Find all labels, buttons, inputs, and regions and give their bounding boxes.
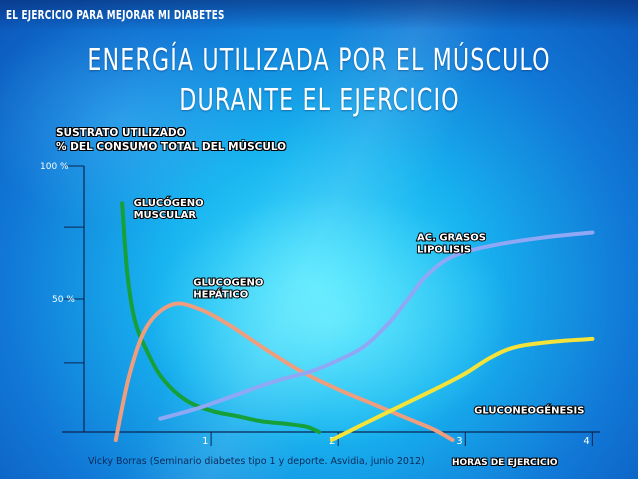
series-line-glucogeno-hepatico <box>113 301 455 442</box>
x-tick-label: 1 <box>202 436 208 447</box>
series-label-ac-grasos-lipolisis-line2: LIPOLISIS <box>417 244 471 255</box>
series-label-ac-grasos-lipolisis: AC. GRASOS <box>417 232 486 243</box>
series-label-glucogeno-muscular-line2: MUSCULAR <box>134 210 197 221</box>
series-label-glucogeno-muscular: GLUCÓGENO <box>134 196 204 209</box>
header-strip <box>0 0 638 30</box>
series-label-gluconeogenesis: GLUCONEOGÉNESIS <box>474 403 584 416</box>
chart-series <box>113 201 595 442</box>
slide-title-line1: ENERGÍA UTILIZADA POR EL MÚSCULO <box>87 43 551 78</box>
slide-title-line2: DURANTE EL EJERCICIO <box>178 83 460 118</box>
series-line-gluconeogenesis <box>329 336 595 442</box>
y-axis-label-line2: % DEL CONSUMO TOTAL DEL MÚSCULO <box>56 141 287 153</box>
slide-tag: EL EJERCICIO PARA MEJORAR MI DIABETES <box>6 8 225 22</box>
x-axis-label: HORAS DE EJERCICIO <box>452 458 558 468</box>
series-line-ac-grasos-lipolisis <box>158 230 595 421</box>
series-line-glucogeno-muscular <box>120 201 322 434</box>
y-tick-label: 50 % <box>52 295 75 305</box>
series-label-glucogeno-hepatico: GLUCOGENO <box>193 278 263 289</box>
y-tick-label: 100 % <box>40 162 69 172</box>
x-tick-label: 3 <box>456 436 462 447</box>
y-axis-label-line1: SUSTRATO UTILIZADO <box>56 127 186 139</box>
x-tick-label: 4 <box>583 436 589 447</box>
series-label-glucogeno-hepatico-line2: HEPÁTICO <box>193 288 248 301</box>
source-citation: Vicky Borras (Seminario diabetes tipo 1 … <box>88 456 425 467</box>
